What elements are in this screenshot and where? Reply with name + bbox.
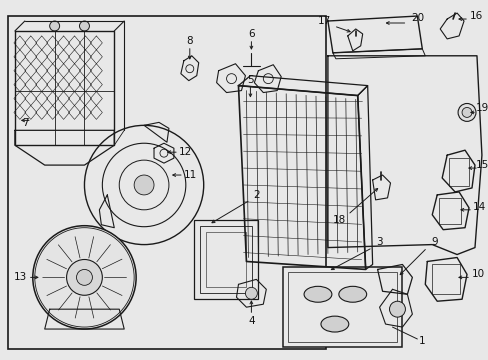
Text: 10: 10 <box>470 269 484 279</box>
Text: 2: 2 <box>252 190 259 200</box>
Bar <box>8 16 325 349</box>
Text: 9: 9 <box>430 237 437 247</box>
Text: 1: 1 <box>418 336 425 346</box>
Text: 15: 15 <box>475 160 488 170</box>
Circle shape <box>33 226 136 329</box>
Circle shape <box>457 103 475 121</box>
Bar <box>438 198 460 224</box>
Circle shape <box>84 125 203 244</box>
Circle shape <box>76 269 92 285</box>
Bar <box>205 232 246 287</box>
Bar <box>193 220 258 299</box>
Text: 11: 11 <box>184 170 197 180</box>
Bar <box>448 158 468 186</box>
Text: 16: 16 <box>468 11 482 21</box>
Text: 4: 4 <box>247 316 254 326</box>
Text: 7: 7 <box>22 118 29 129</box>
Text: 14: 14 <box>471 202 485 212</box>
Bar <box>283 267 402 347</box>
Text: 17: 17 <box>318 16 331 26</box>
Circle shape <box>389 301 405 317</box>
Text: 19: 19 <box>475 103 488 113</box>
Bar <box>287 273 397 342</box>
Text: 8: 8 <box>186 36 193 46</box>
Ellipse shape <box>338 286 366 302</box>
Circle shape <box>50 21 60 31</box>
Circle shape <box>245 287 257 299</box>
Text: 13: 13 <box>14 273 27 282</box>
Circle shape <box>80 21 89 31</box>
Ellipse shape <box>320 316 348 332</box>
Text: 12: 12 <box>179 147 192 157</box>
Bar <box>431 265 459 294</box>
Text: 18: 18 <box>332 215 346 225</box>
Circle shape <box>134 175 154 195</box>
Text: 3: 3 <box>375 237 382 247</box>
Circle shape <box>66 260 102 295</box>
Text: 20: 20 <box>410 13 423 23</box>
Text: 6: 6 <box>247 29 254 39</box>
Bar <box>199 226 252 293</box>
Text: 5: 5 <box>246 75 253 85</box>
Ellipse shape <box>304 286 331 302</box>
Circle shape <box>461 108 471 117</box>
